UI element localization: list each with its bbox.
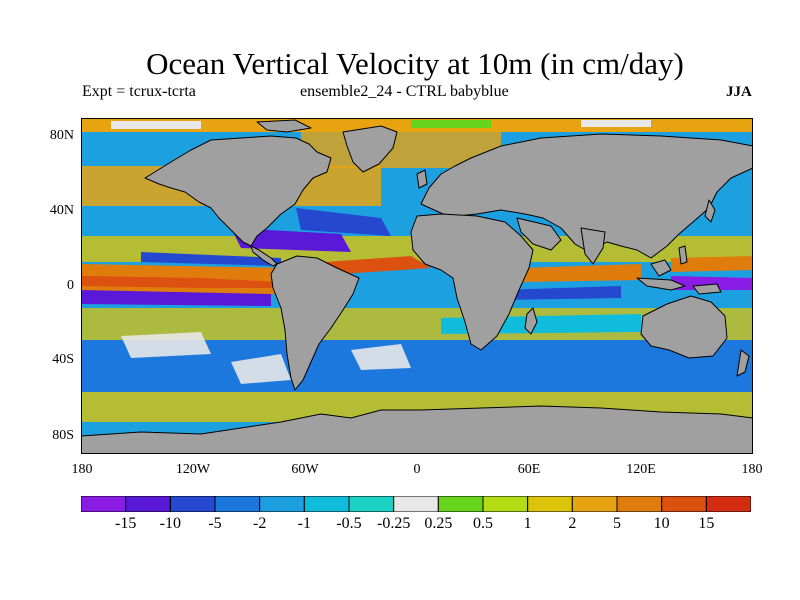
land-borneo	[650, 259, 672, 277]
velocity-map	[81, 118, 753, 454]
colorbar-tick-label: 0.25	[424, 515, 453, 532]
land-north-america	[144, 135, 332, 247]
land-south-america	[270, 255, 360, 391]
land-central-america	[250, 245, 278, 267]
experiment-label: Expt = tcrux-tcrta	[82, 83, 196, 100]
land-philippines	[678, 245, 688, 265]
south-pacific-white-patch	[121, 332, 211, 358]
indian-equatorial-upwelling	[521, 264, 641, 282]
land-indonesia	[636, 277, 686, 291]
colorbar-swatch	[259, 495, 305, 513]
x-tick-label-180e: 180	[741, 462, 763, 477]
land-australia	[640, 295, 728, 359]
colorbar-tick-label: -1	[297, 515, 311, 532]
colorbar-swatch	[80, 495, 127, 513]
land-eurasia	[420, 133, 753, 259]
colorbar-swatch	[437, 495, 484, 513]
colorbar-tick-label: 15	[698, 515, 715, 532]
north-atlantic-downwelling	[296, 208, 391, 236]
land-new-zealand	[736, 349, 750, 377]
colorbar-swatch	[527, 495, 573, 513]
pacific-downwelling-north	[141, 252, 281, 266]
y-tick-label-40s: 40S	[52, 352, 74, 367]
south-atlantic-white-patch	[351, 344, 411, 370]
colorbar-swatch	[616, 495, 663, 513]
equatorial-pacific-core	[81, 276, 281, 288]
colorbar-tick-label: -2	[252, 515, 267, 532]
land-new-guinea	[692, 283, 722, 295]
colorbar	[80, 495, 752, 513]
land-antarctica	[81, 405, 753, 454]
colorbar-swatch	[571, 495, 618, 513]
colorbar-tick-label: 2	[568, 515, 577, 532]
colorbar-swatch	[661, 495, 707, 513]
indian-equatorial-downwelling	[501, 286, 621, 300]
land-british-isles	[416, 169, 428, 189]
x-tick-label-180w: 180	[71, 462, 93, 477]
arctic-white-patch	[111, 121, 201, 129]
colorbar-tick-label: -5	[208, 515, 222, 532]
southeast-pacific-white-patch	[231, 354, 291, 384]
y-tick-label-eq: 0	[67, 278, 74, 293]
season-label: JJA	[726, 84, 752, 100]
y-tick-label-80s: 80S	[52, 428, 74, 443]
x-tick-label-60e: 60E	[517, 462, 541, 477]
colorbar-swatch	[169, 495, 216, 513]
colorbar-swatch	[482, 495, 529, 513]
land-canadian-islands	[256, 119, 312, 133]
land-africa	[410, 213, 534, 351]
colorbar-swatch	[303, 495, 350, 513]
colorbar-tick-label: 1	[523, 515, 532, 532]
land-greenland	[342, 125, 398, 173]
arctic-white-patch-2	[581, 120, 651, 127]
x-tick-label-120w: 120W	[175, 462, 211, 477]
x-tick-label-60w: 60W	[291, 462, 319, 477]
plot-title: Ocean Vertical Velocity at 10m (in cm/da…	[146, 46, 684, 81]
y-tick-label-80n: 80N	[49, 128, 74, 143]
land-japan	[704, 199, 716, 223]
colorbar-swatch	[348, 495, 395, 513]
land-india	[580, 227, 606, 265]
colorbar-swatch	[705, 495, 752, 513]
land-arabia	[516, 217, 562, 251]
colorbar-tick-label: 0.5	[473, 515, 493, 532]
caribbean-downwelling	[231, 228, 351, 252]
colorbar-swatch	[214, 495, 261, 513]
y-tick-label-40n: 40N	[49, 203, 74, 218]
x-tick-label-0: 0	[413, 462, 421, 477]
colorbar-swatch	[393, 495, 439, 513]
pacific-downwelling-south	[81, 290, 271, 306]
colorbar-tick-label: -0.5	[336, 515, 362, 532]
colorbar-swatch	[125, 495, 171, 513]
west-pacific-downwelling	[671, 276, 753, 290]
map-frame	[81, 118, 753, 454]
colorbar-tick-label: -0.25	[376, 515, 411, 532]
land-madagascar	[524, 307, 538, 335]
x-tick-label-120e: 120E	[626, 462, 656, 477]
colorbar-tick-label: -10	[159, 515, 181, 532]
ensemble-label: ensemble2_24 - CTRL babyblue	[300, 83, 509, 100]
colorbar-tick-label: 5	[613, 515, 621, 532]
west-pacific-upwelling	[671, 256, 753, 272]
colorbar-tick-label: 10	[653, 515, 670, 532]
colorbar-tick-label: -15	[114, 515, 137, 532]
arctic-green-patch	[411, 120, 491, 128]
